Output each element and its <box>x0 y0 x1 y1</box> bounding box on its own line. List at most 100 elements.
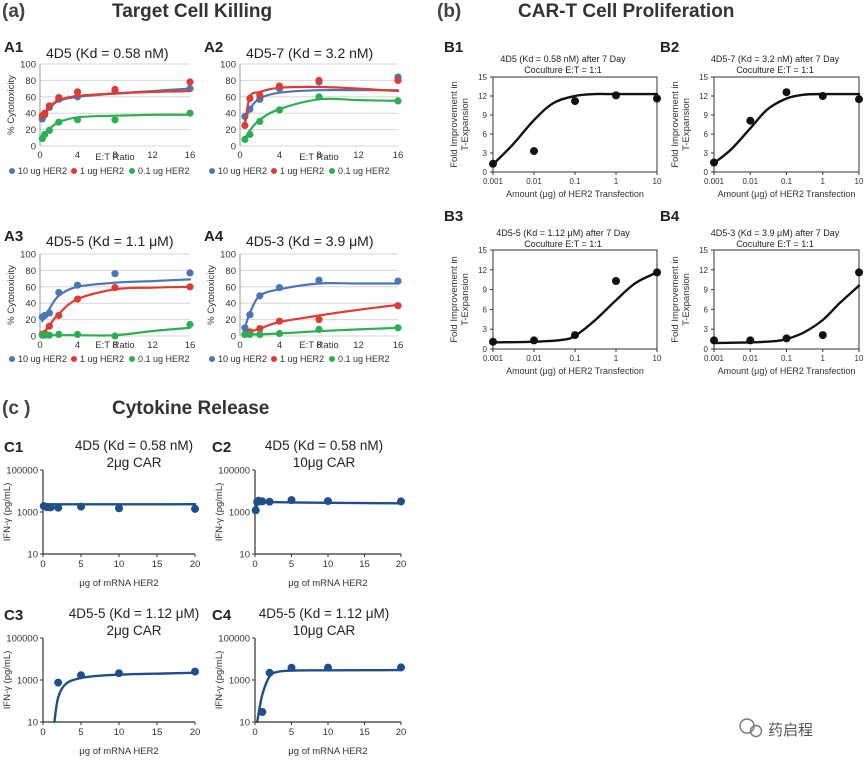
x-tick-c3: 5 <box>78 727 83 738</box>
y-tick-b1: 6 <box>483 130 488 139</box>
legend-marker-a3 <box>71 356 77 362</box>
y-tick-b1: 12 <box>478 92 487 101</box>
series-a4-2-point <box>276 318 283 325</box>
legend-label-a1: 1 ug HER2 <box>80 166 124 176</box>
legend-marker-a4 <box>209 356 215 362</box>
y-tick-b1: 15 <box>478 73 487 82</box>
series-a4-3-point <box>276 330 283 337</box>
series-b1-1-point <box>571 97 579 105</box>
panel-label-b4: B4 <box>660 208 680 225</box>
x-tick-a4: 12 <box>353 340 364 351</box>
y-tick-b1: 9 <box>483 111 488 120</box>
y-axis-label-a3: % Cytotoxicity <box>6 265 17 325</box>
x-tick-c1: 20 <box>190 559 201 570</box>
y-tick-a2: 100 <box>220 60 236 71</box>
series-a2-3-point <box>256 118 263 125</box>
y-tick-a2: 0 <box>231 142 236 153</box>
panel-label-b2: B2 <box>660 39 679 56</box>
section-c-title: Cytokine Release <box>112 398 269 419</box>
y-tick-c2: 100000 <box>218 466 250 477</box>
x-axis-label-c1: μg of mRNA HER2 <box>79 578 158 589</box>
y-axis-label-line2-b4: T-Expansion <box>681 273 692 326</box>
series-a4-1-point <box>276 284 283 291</box>
y-tick-a3: 80 <box>25 266 36 277</box>
panel-subtitle-c1: 2μg CAR <box>106 455 161 470</box>
y-tick-c4: 10 <box>239 718 250 729</box>
y-tick-c4: 100000 <box>218 634 250 645</box>
series-a2-3-point <box>315 93 322 100</box>
panel-subtitle-c3: 2μg CAR <box>106 623 161 638</box>
series-c3-1-point <box>191 668 199 676</box>
x-tick-c2: 15 <box>359 559 370 570</box>
x-tick-b2: 1 <box>821 177 826 186</box>
series-b2-1-point <box>819 92 827 100</box>
series-b3-1-point <box>489 338 497 346</box>
x-tick-c4: 15 <box>359 727 370 738</box>
series-c2-1-point <box>324 497 332 505</box>
series-a4-3-point <box>394 324 401 331</box>
y-tick-c1: 1000 <box>17 508 38 519</box>
y-tick-c2: 1000 <box>229 508 250 519</box>
y-tick-b2: 9 <box>704 111 709 120</box>
series-c4-1-point <box>324 664 332 672</box>
series-c1-1-point <box>54 504 62 512</box>
series-a1-3-point <box>74 116 81 123</box>
series-a3-1-point <box>46 309 53 316</box>
y-tick-a1: 80 <box>25 76 36 87</box>
y-tick-b4: 0 <box>704 345 709 354</box>
series-c2-1-point <box>397 497 405 505</box>
x-tick-b4: 10 <box>855 354 864 363</box>
panel-label-a2: A2 <box>204 39 223 56</box>
series-a4-2-point <box>394 302 401 309</box>
series-c4-1-fit-line <box>257 670 401 722</box>
x-tick-c2: 20 <box>396 559 407 570</box>
x-tick-a1: 16 <box>185 150 196 161</box>
series-b4-1-point <box>746 336 754 344</box>
x-axis-label-b3: Amount (μg) of HER2 Transfection <box>506 366 644 376</box>
x-tick-a3: 0 <box>37 340 42 351</box>
series-c4-1-point <box>288 664 296 672</box>
x-axis-label-c4: μg of mRNA HER2 <box>288 746 367 757</box>
series-a3-3-point <box>74 331 81 338</box>
x-axis-label-b4: Amount (μg) of HER2 Transfection <box>718 366 856 376</box>
panel-subtitle-b1: Coculture E:T = 1:1 <box>524 65 602 75</box>
x-tick-b4: 1 <box>821 354 826 363</box>
x-tick-c3: 0 <box>40 727 45 738</box>
legend-label-a3: 1 ug HER2 <box>80 354 124 364</box>
legend-marker-a2 <box>209 168 215 174</box>
x-tick-a2: 0 <box>237 150 242 161</box>
y-tick-a1: 0 <box>31 142 36 153</box>
y-tick-b3: 15 <box>478 246 487 255</box>
y-tick-b1: 3 <box>483 149 488 158</box>
x-tick-a4: 4 <box>277 340 282 351</box>
legend-label-a2: 0.1 ug HER2 <box>338 166 390 176</box>
series-a1-3-point <box>46 127 53 134</box>
series-a3-1-point <box>74 282 81 289</box>
y-axis-label-c4: IFN-γ (pg/mL) <box>214 651 225 710</box>
y-tick-c3: 1000 <box>17 676 38 687</box>
y-tick-a4: 80 <box>225 266 236 277</box>
series-a2-3-point <box>246 131 253 138</box>
series-a2-3-point <box>276 106 283 113</box>
legend-marker-a4 <box>329 356 335 362</box>
series-b1-1-point <box>489 160 497 168</box>
y-tick-c3: 10 <box>27 718 38 729</box>
series-a4-1-point <box>315 277 322 284</box>
y-tick-b2: 12 <box>699 92 708 101</box>
panel-title-b4: 4D5-3 (Kd = 3.9 μM) after 7 Day <box>711 228 840 238</box>
series-c2-1-point <box>258 497 266 505</box>
y-tick-a1: 60 <box>25 92 36 103</box>
y-tick-a4: 40 <box>225 299 236 310</box>
legend-marker-a4 <box>271 356 277 362</box>
y-tick-a2: 60 <box>225 92 236 103</box>
series-a1-2-point <box>74 88 81 95</box>
series-a3-2-point <box>46 323 53 330</box>
y-tick-a3: 20 <box>25 315 36 326</box>
x-tick-c3: 20 <box>190 727 201 738</box>
